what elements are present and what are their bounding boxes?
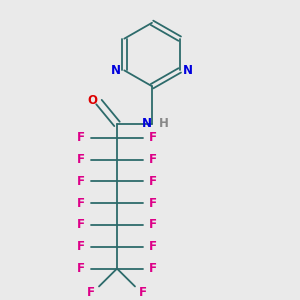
Text: N: N bbox=[142, 117, 152, 130]
Text: F: F bbox=[77, 240, 85, 253]
Text: F: F bbox=[149, 262, 157, 275]
Text: F: F bbox=[77, 131, 85, 144]
Text: F: F bbox=[149, 131, 157, 144]
Text: F: F bbox=[77, 218, 85, 232]
Text: H: H bbox=[159, 117, 169, 130]
Text: F: F bbox=[149, 197, 157, 210]
Text: N: N bbox=[111, 64, 121, 77]
Text: F: F bbox=[149, 240, 157, 253]
Text: N: N bbox=[183, 64, 193, 77]
Text: F: F bbox=[139, 286, 147, 299]
Text: F: F bbox=[77, 175, 85, 188]
Text: F: F bbox=[149, 175, 157, 188]
Text: F: F bbox=[87, 286, 95, 299]
Text: F: F bbox=[77, 262, 85, 275]
Text: O: O bbox=[87, 94, 97, 106]
Text: F: F bbox=[149, 153, 157, 166]
Text: F: F bbox=[149, 218, 157, 232]
Text: F: F bbox=[77, 197, 85, 210]
Text: F: F bbox=[77, 153, 85, 166]
